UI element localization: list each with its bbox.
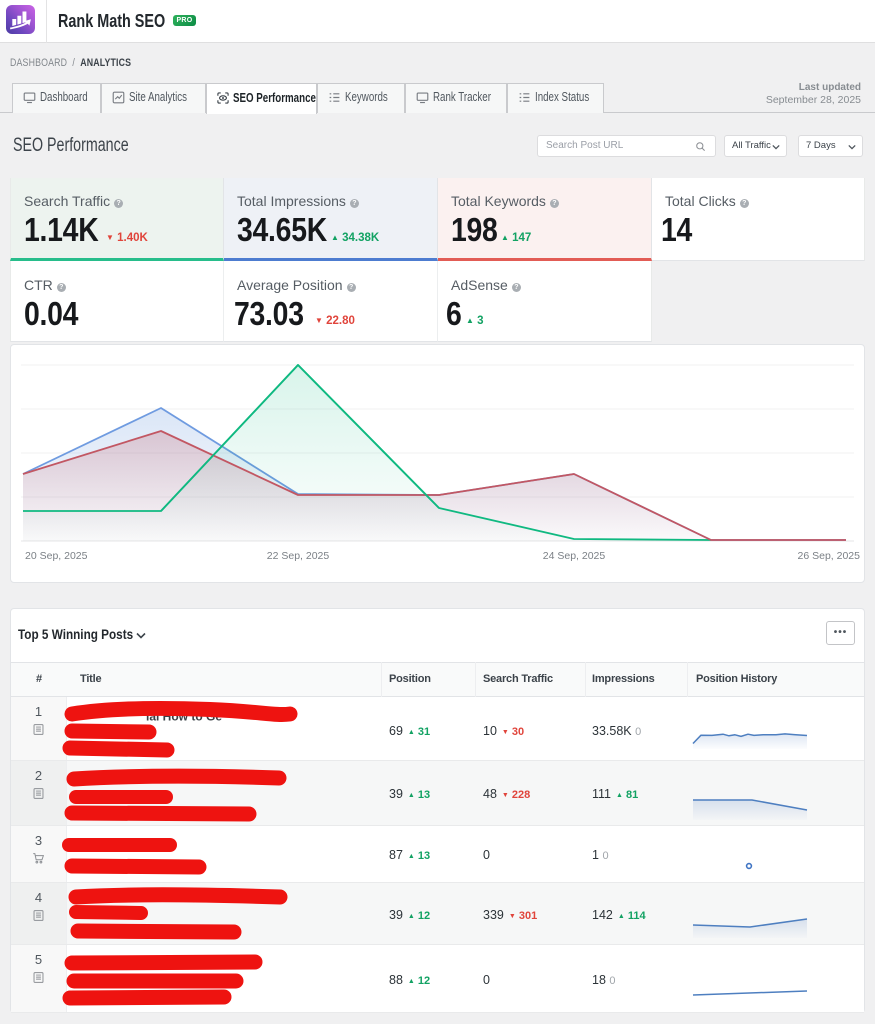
svg-text:24 Sep, 2025: 24 Sep, 2025: [543, 550, 606, 562]
svg-text:20 Sep, 2025: 20 Sep, 2025: [25, 550, 88, 562]
svg-text:26 Sep, 2025: 26 Sep, 2025: [798, 550, 861, 562]
svg-text:22 Sep, 2025: 22 Sep, 2025: [267, 550, 330, 562]
